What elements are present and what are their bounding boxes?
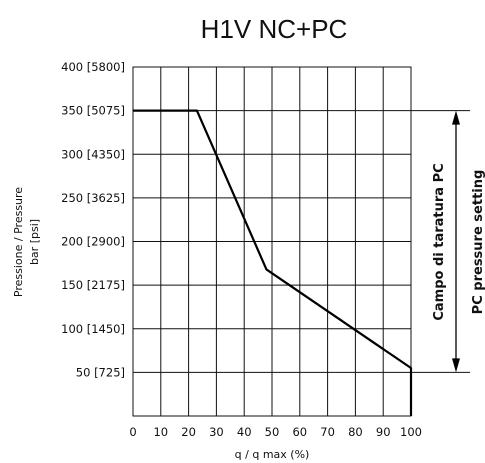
x-tick-label: 70 <box>320 425 335 439</box>
x-tick-label: 10 <box>153 425 168 439</box>
y-tick-label: 50 [725] <box>76 365 125 379</box>
range-arrow-head-down <box>452 358 460 373</box>
y-tick-label: 100 [1450] <box>61 322 125 336</box>
y-tick-label: 250 [3625] <box>61 191 125 205</box>
plot-frame <box>132 66 412 417</box>
x-tick-labels: 0 10 20 30 40 50 60 70 80 90 100 <box>129 425 422 439</box>
x-tick-label: 90 <box>376 425 391 439</box>
pressure-curve <box>133 109 413 416</box>
x-axis-label: q / q max (%) <box>235 448 310 461</box>
x-tick-label: 100 <box>400 425 422 439</box>
y-tick-labels: 400 [5800] 350 [5075] 300 [4350] 250 [3625]… <box>61 60 125 379</box>
y-tick-label: 150 [2175] <box>61 278 125 292</box>
y-axis-label-line-2: bar [psi] <box>28 219 41 265</box>
y-tick-label: 350 [5075] <box>61 104 125 118</box>
y-axis-label: Pressione / Pressure bar [psi] <box>12 187 41 297</box>
x-tick-label: 50 <box>265 425 280 439</box>
pc-range-label-italian: Campo di taratura PC <box>432 163 447 320</box>
x-tick-label: 0 <box>129 425 136 439</box>
pc-setting-range <box>411 110 470 373</box>
grid <box>133 67 411 416</box>
range-arrow-head-up <box>452 110 460 125</box>
x-tick-label: 60 <box>292 425 307 439</box>
chart-title: H1V NC+PC <box>201 14 348 44</box>
y-tick-label: 300 [4350] <box>61 147 125 161</box>
y-axis-label-line-1: Pressione / Pressure <box>12 187 25 297</box>
plot-border <box>132 66 412 417</box>
pc-range-label-english: PC pressure setting <box>471 170 485 315</box>
x-tick-label: 30 <box>209 425 224 439</box>
y-tick-label: 200 [2900] <box>61 235 125 249</box>
series-line <box>133 109 413 416</box>
y-tick-label: 400 [5800] <box>61 60 125 74</box>
x-tick-label: 40 <box>237 425 252 439</box>
x-tick-label: 80 <box>348 425 363 439</box>
x-tick-label: 20 <box>181 425 196 439</box>
